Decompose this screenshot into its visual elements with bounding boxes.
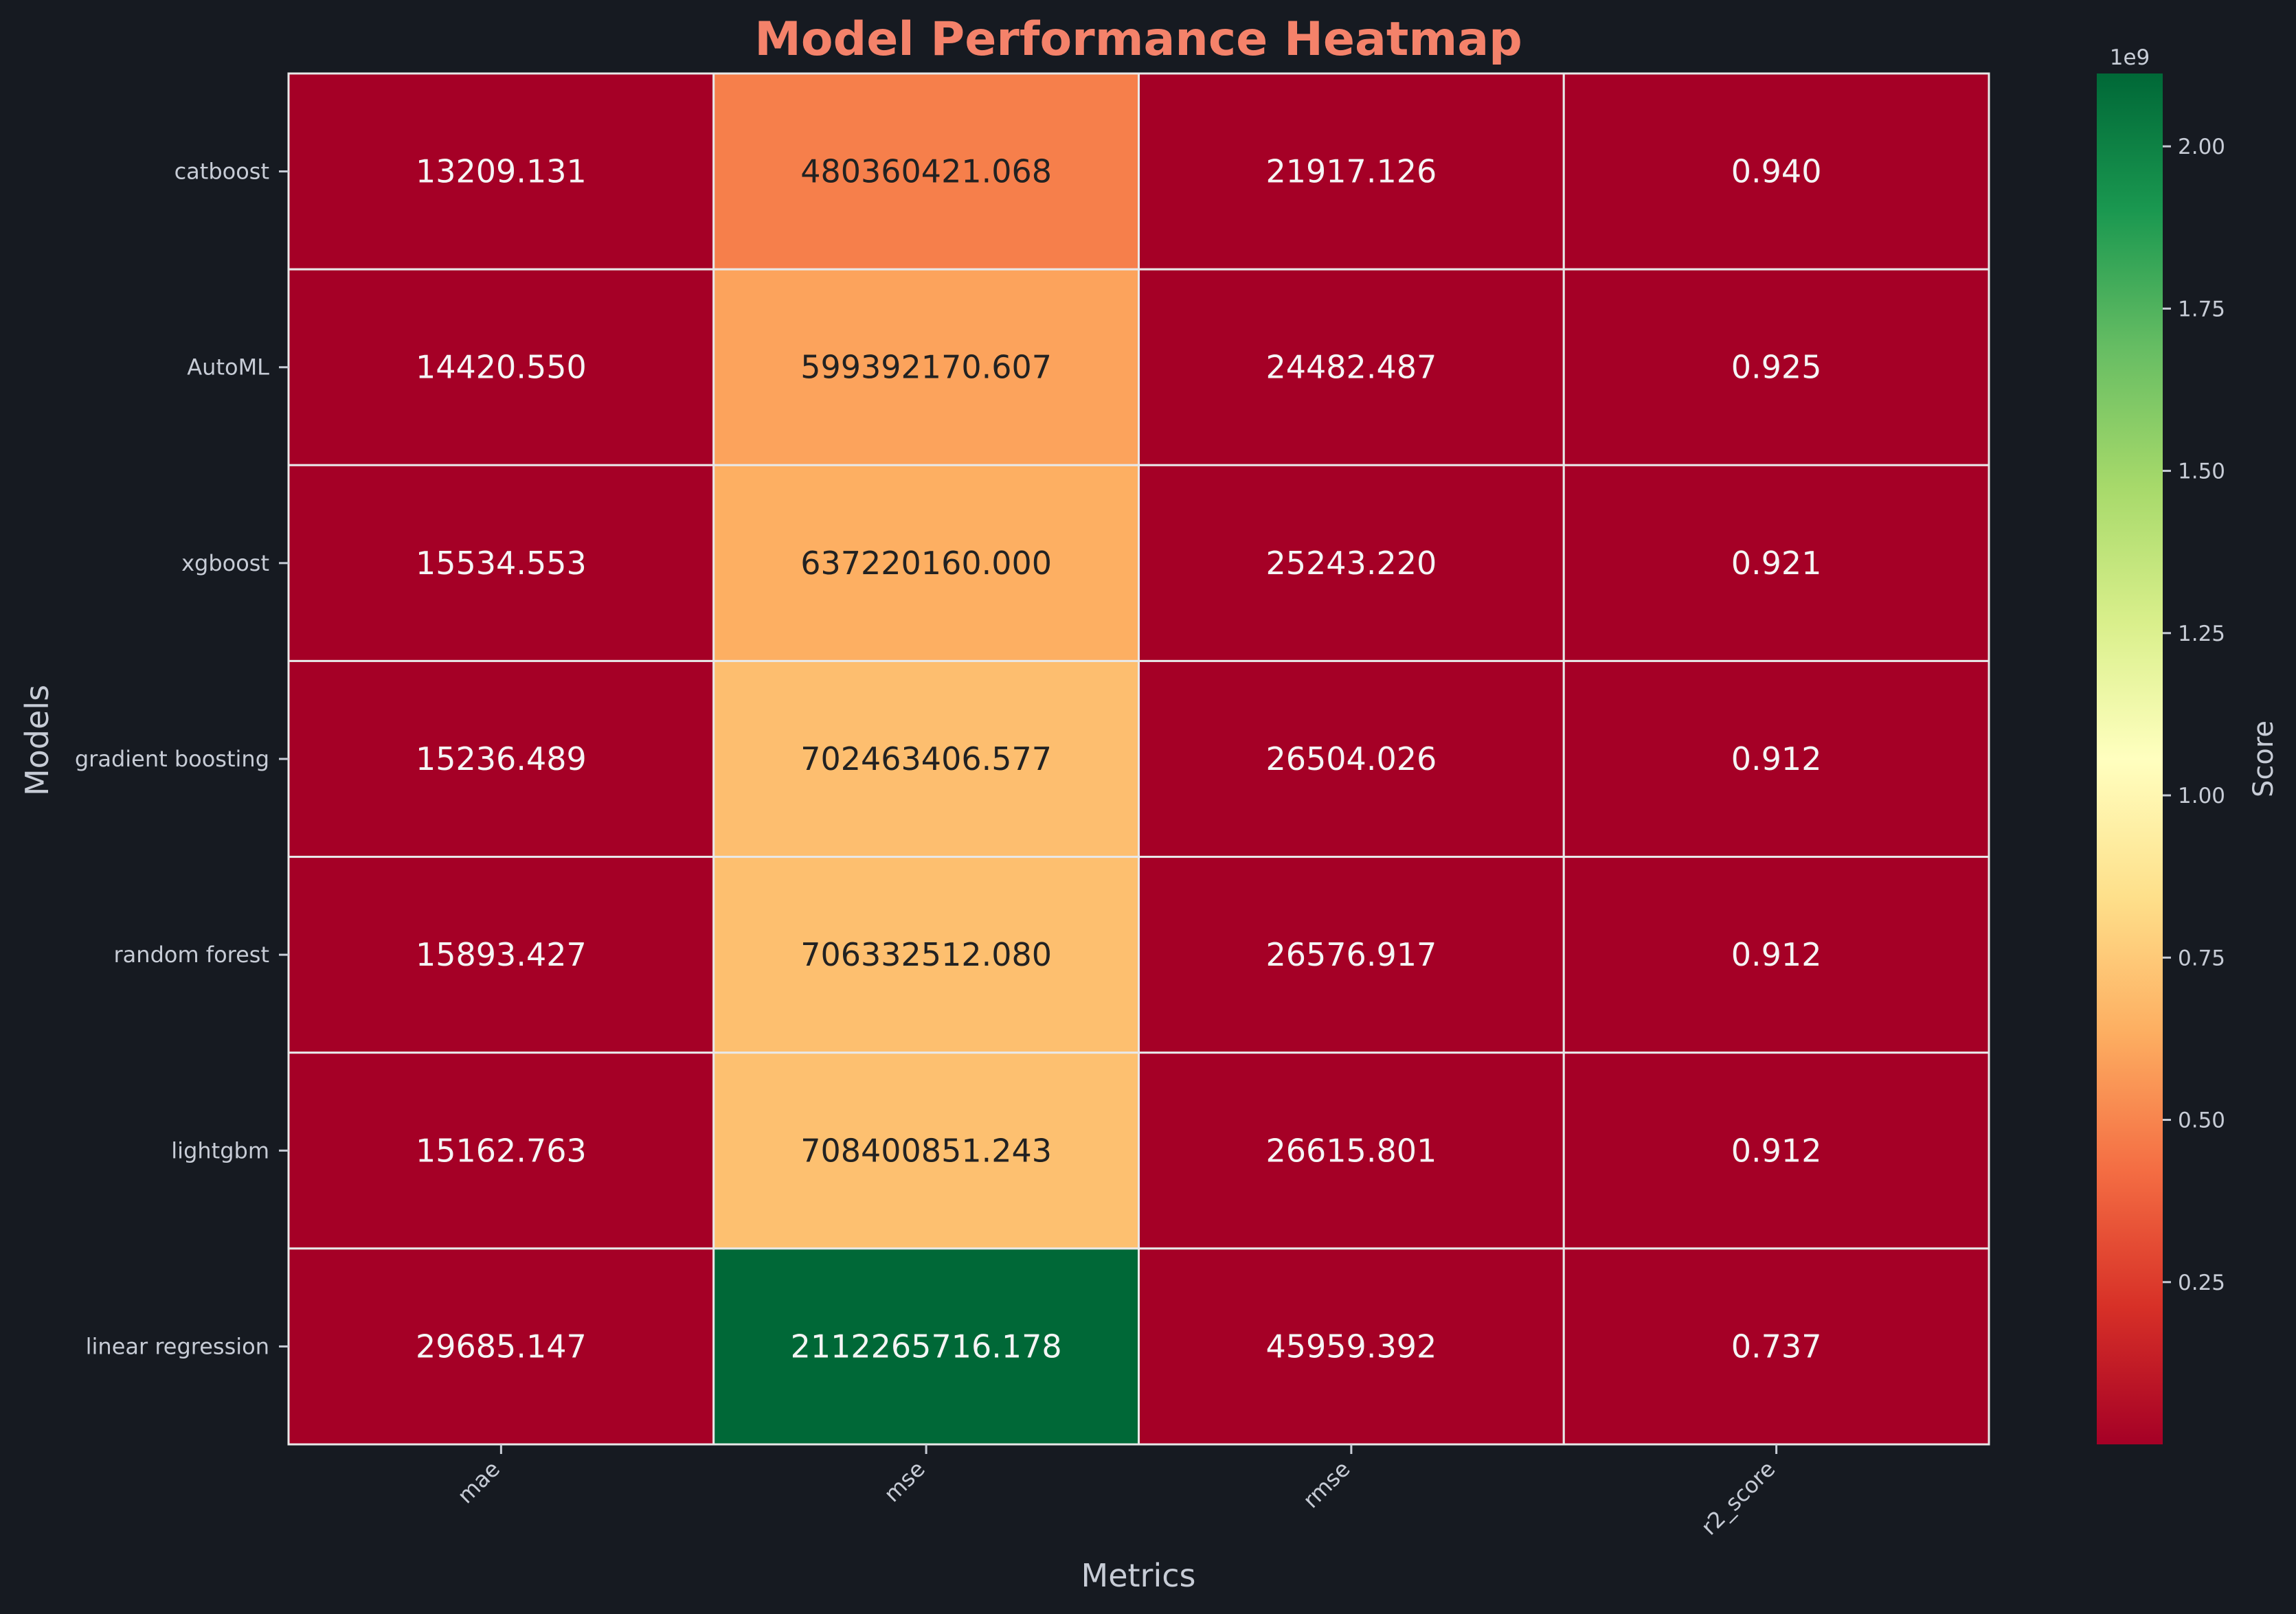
heatmap-cell (1562, 659, 1990, 859)
y-tick-label: lightgbm (171, 1137, 269, 1163)
heatmap-cell (287, 1052, 715, 1250)
x-axis-label: Metrics (1081, 1557, 1196, 1594)
heatmap-cell-label: 25243.220 (1265, 545, 1437, 582)
y-axis-ticks: catboost AutoML xgboost gradient boosting ra… (75, 159, 289, 1359)
heatmap-cell-label: 708400851.243 (800, 1132, 1052, 1169)
heatmap-cell (712, 464, 1140, 662)
heatmap-cell-label: 15236.489 (416, 740, 587, 777)
colorbar-tick-label: 0.75 (2178, 946, 2225, 970)
y-tick-label: linear regression (86, 1333, 269, 1359)
heatmap-cell-label: 599392170.607 (800, 349, 1052, 386)
heatmap-cell-label: 637220160.000 (800, 545, 1052, 582)
chart-title: Model Performance Heatmap (754, 12, 1522, 67)
heatmap-cell (712, 1052, 1140, 1250)
colorbar-tick-label: 1.25 (2178, 622, 2225, 646)
heatmap-cell (287, 1247, 715, 1446)
heatmap-cell (1138, 72, 1565, 271)
heatmap-cell (712, 856, 1140, 1054)
heatmap-cell-label: 21917.126 (1265, 153, 1437, 190)
heatmap-cell-label: 706332512.080 (800, 936, 1052, 973)
heatmap-cell-label: 13209.131 (416, 153, 587, 190)
heatmap-cell-label: 0.912 (1731, 740, 1822, 777)
heatmap-cell-label: 0.921 (1731, 545, 1822, 582)
heatmap-cells (287, 72, 1990, 1446)
heatmap-cell (712, 1247, 1140, 1446)
heatmap-cell (1562, 268, 1990, 466)
heatmap-cell (1138, 856, 1565, 1054)
heatmap-cell-label: 15162.763 (416, 1132, 587, 1169)
heatmap-cell-label: 15893.427 (416, 936, 587, 973)
heatmap-cell-label: 14420.550 (416, 349, 587, 386)
y-tick-label: xgboost (181, 550, 269, 576)
heatmap-cell (1138, 268, 1565, 466)
heatmap-cell-label: 0.912 (1731, 936, 1822, 973)
heatmap-cell (287, 72, 715, 271)
heatmap-cell (287, 856, 715, 1054)
colorbar-tick-label: 2.00 (2178, 135, 2225, 159)
heatmap-cell (1138, 1052, 1565, 1250)
heatmap-cell-label: 26576.917 (1265, 936, 1437, 973)
heatmap-cell-label: 480360421.068 (800, 153, 1052, 190)
heatmap-cell (712, 72, 1140, 271)
colorbar (2097, 73, 2163, 1444)
heatmap-cell (1138, 659, 1565, 859)
heatmap-cell-labels: 13209.131 480360421.068 21917.126 0.940 1442… (416, 153, 1821, 1365)
colorbar-tick-label: 0.50 (2178, 1109, 2225, 1133)
heatmap-cell (712, 659, 1140, 859)
colorbar-tick-label: 0.25 (2178, 1271, 2225, 1295)
colorbar-tick-label: 1.75 (2178, 297, 2225, 321)
y-tick-label: catboost (175, 159, 269, 185)
heatmap-cell-label: 0.737 (1731, 1328, 1822, 1365)
heatmap-cell-label: 24482.487 (1265, 349, 1437, 386)
y-tick-label: AutoML (187, 354, 269, 380)
heatmap-cell (1562, 72, 1990, 271)
colorbar-ticks: 0.25 0.50 0.75 1.00 1.25 1.50 1.75 2.00 (2163, 135, 2225, 1295)
colorbar-tick-label: 1.00 (2178, 784, 2225, 808)
colorbar-label: Score (2248, 720, 2280, 797)
colorbar-offset-text: 1e9 (2110, 45, 2150, 70)
heatmap-cell-label: 15534.553 (416, 545, 587, 582)
heatmap-cell (1562, 464, 1990, 662)
heatmap-cell-label: 26615.801 (1265, 1132, 1437, 1169)
heatmap-cell-label: 0.940 (1731, 153, 1822, 190)
heatmap-cell (1562, 1052, 1990, 1250)
heatmap-cell (1562, 1247, 1990, 1446)
heatmap-cell-label: 45959.392 (1265, 1328, 1437, 1365)
heatmap-cell (287, 659, 715, 859)
heatmap-cell-label: 0.912 (1731, 1132, 1822, 1169)
y-axis-label: Models (19, 685, 56, 796)
y-tick-label: random forest (114, 942, 269, 968)
heatmap-cell-label: 26504.026 (1265, 740, 1437, 777)
heatmap-cell-label: 29685.147 (416, 1328, 587, 1365)
heatmap-cell (1562, 856, 1990, 1054)
heatmap-cell-label: 0.925 (1731, 349, 1822, 386)
y-tick-label: gradient boosting (75, 746, 269, 772)
heatmap-cell-label: 702463406.577 (800, 740, 1052, 777)
colorbar-tick-label: 1.50 (2178, 459, 2225, 484)
heatmap-cell-label: 2112265716.178 (791, 1328, 1062, 1365)
